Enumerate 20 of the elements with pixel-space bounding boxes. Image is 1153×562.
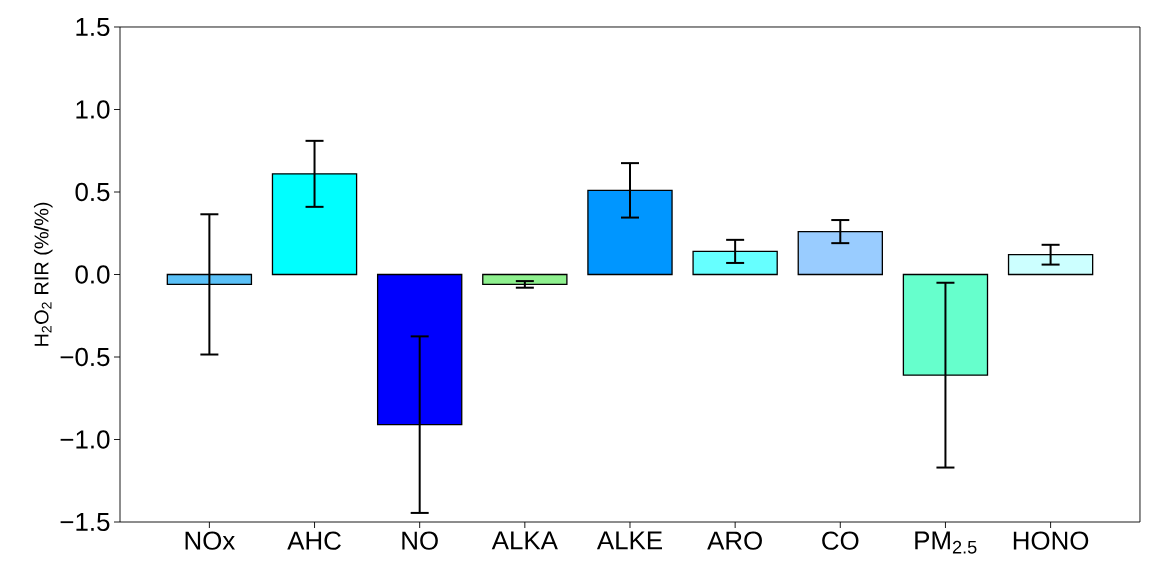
y-tick-label: 0.0 xyxy=(75,265,110,284)
x-tick-label: HONO xyxy=(1013,531,1089,550)
y-tick-label: 1.5 xyxy=(76,17,110,37)
x-tick-label: ALKA xyxy=(491,531,558,550)
x-tick-label: PM$_{2.5}$ xyxy=(915,531,977,554)
y-tick-label: −0.5 xyxy=(60,347,110,367)
y-tick-label: 0.5 xyxy=(75,182,110,202)
y-tick-label: −1.5 xyxy=(60,512,110,532)
y-tick-label: 1.0 xyxy=(76,100,110,119)
bar xyxy=(482,273,568,286)
x-tick-label: AHC xyxy=(287,531,341,550)
x-tick-label: CO xyxy=(822,531,859,550)
y-tick-label: −1.0 xyxy=(60,430,110,449)
x-tick-label: ALKE xyxy=(596,531,662,550)
x-tick-label: ARO xyxy=(707,531,762,550)
y-axis-title: H$_{2}$O$_{2}$ RIR (%/%) xyxy=(33,202,53,346)
x-tick-label: NO xyxy=(402,531,438,550)
x-tick-label: NOx xyxy=(185,531,235,550)
bar xyxy=(587,189,673,276)
bar xyxy=(692,250,778,276)
